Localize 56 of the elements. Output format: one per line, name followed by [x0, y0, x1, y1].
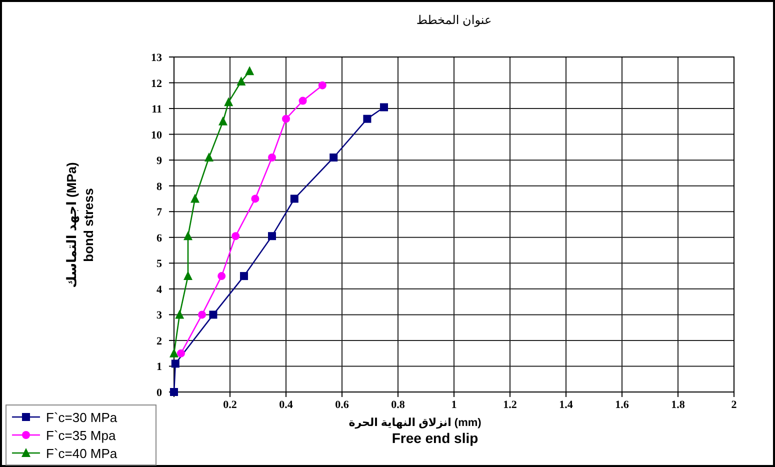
point: [184, 231, 192, 240]
y-tick-label: 3: [156, 310, 162, 322]
point: [268, 232, 276, 240]
chart-title: عنوان المخطط: [416, 13, 492, 27]
point: [170, 348, 178, 358]
x-tick-label: 1.4: [559, 399, 574, 411]
point: [268, 154, 276, 162]
y-tick-label: 13: [151, 52, 162, 64]
y-tick-label: 11: [152, 104, 162, 116]
point: [282, 114, 290, 123]
y-tick-label: 1: [156, 361, 162, 374]
legend-label: F`c=35 Mpa: [46, 428, 116, 443]
y-tick-label: 10: [151, 129, 162, 142]
point: [330, 154, 338, 162]
point: [209, 310, 218, 319]
point: [224, 97, 234, 106]
point: [170, 388, 178, 396]
legend-label: F`c=40 MPa: [46, 446, 118, 461]
y-tick-label: 9: [156, 155, 162, 168]
point: [218, 272, 226, 280]
y-tick-label: 0: [156, 387, 162, 399]
y-tick-label: 12: [151, 78, 162, 90]
point: [240, 272, 248, 280]
x-tick-label: 0.4: [279, 399, 294, 411]
y-tick-label: 6: [156, 232, 162, 244]
y-tick-label: 7: [156, 206, 162, 219]
point: [251, 194, 260, 203]
y-tick-label: 5: [156, 258, 162, 270]
point: [184, 271, 192, 280]
point: [290, 194, 298, 203]
point: [298, 96, 307, 105]
point: [177, 349, 185, 358]
point: [218, 116, 228, 126]
point: [318, 81, 326, 90]
y-tick-label: 4: [156, 284, 162, 296]
point: [363, 114, 372, 123]
point: [380, 103, 388, 112]
x-tick-label: 1: [451, 399, 457, 411]
point: [175, 310, 184, 319]
point: [171, 360, 180, 368]
legend-label: F`c=30 MPa: [46, 410, 118, 425]
x-tick-label: 0.8: [391, 399, 406, 411]
y-tick-label: 8: [156, 180, 162, 193]
point: [190, 194, 200, 203]
x-tick-label: 1.6: [615, 399, 630, 411]
x-tick-label: 2: [731, 399, 738, 411]
point: [245, 66, 254, 76]
point: [198, 310, 206, 319]
point: [236, 76, 246, 86]
x-tick-label: 0.2: [223, 399, 238, 411]
x-tick-label: 1.8: [671, 399, 686, 411]
point: [204, 152, 214, 162]
x-tick-label: 1.2: [503, 399, 518, 411]
x-tick-label: 0.6: [335, 399, 350, 411]
point: [232, 232, 240, 240]
y-tick-label: 2: [156, 335, 162, 348]
